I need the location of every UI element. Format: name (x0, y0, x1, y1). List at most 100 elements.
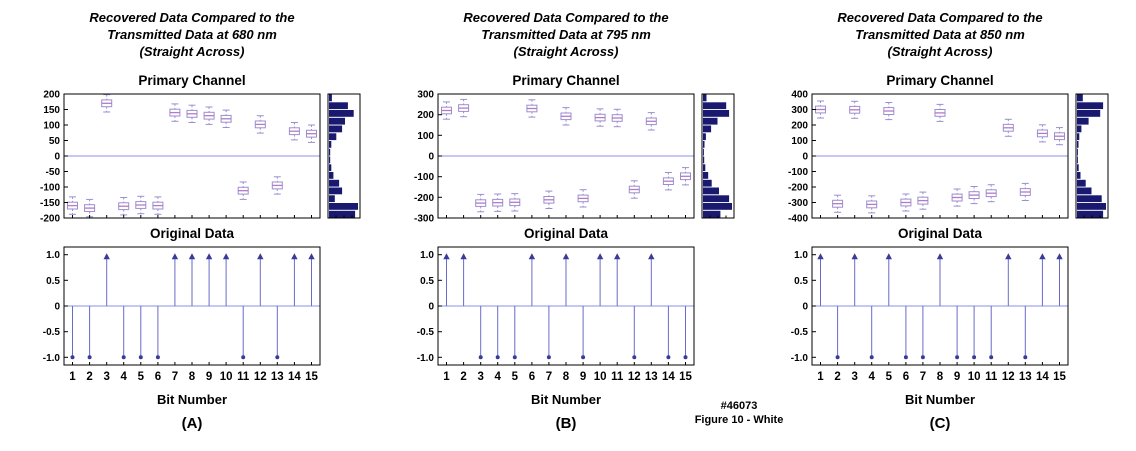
boxplot-row: 300 200 100 0 -100 -200 -300 (380, 89, 754, 223)
svg-text:15: 15 (1053, 371, 1066, 383)
svg-text:3: 3 (851, 371, 857, 383)
svg-text:0.5: 0.5 (46, 275, 60, 286)
svg-text:5: 5 (138, 371, 145, 383)
svg-text:9: 9 (206, 371, 212, 383)
stem-chart: 1 2 3 4 5 6 7 8 9 10 11 12 13 14 151.00.50-0.5-1.0 (417, 246, 695, 383)
svg-text:0.5: 0.5 (794, 275, 808, 286)
boxplot-chart: 300 200 100 0 -100 -200 -300 (414, 89, 695, 223)
panel-letter: (C) (929, 414, 951, 432)
svg-text:-300: -300 (414, 213, 434, 223)
svg-text:-1.0: -1.0 (791, 352, 809, 363)
histogram-chart (327, 93, 361, 219)
svg-text:200: 200 (791, 120, 808, 131)
svg-text:14: 14 (1036, 371, 1049, 383)
svg-text:12: 12 (1002, 371, 1015, 383)
svg-text:2: 2 (86, 371, 92, 383)
svg-text:-1.0: -1.0 (417, 352, 435, 363)
svg-text:6: 6 (903, 371, 909, 383)
stem-chart: 1 2 3 4 5 6 7 8 9 10 11 12 13 14 151.00.50-0.5-1.0 (43, 246, 321, 383)
svg-text:200: 200 (43, 89, 60, 100)
original-data-title: Original Data (149, 225, 235, 241)
svg-text:8: 8 (937, 371, 944, 383)
svg-text:14: 14 (662, 371, 675, 383)
panel-c: Recovered Data Compared to the Transmitt… (754, 8, 1128, 432)
svg-text:100: 100 (791, 136, 808, 147)
svg-text:1.0: 1.0 (794, 250, 808, 261)
svg-text:2: 2 (834, 371, 840, 383)
svg-text:5: 5 (512, 371, 519, 383)
svg-text:0: 0 (428, 301, 434, 312)
svg-text:1: 1 (817, 371, 824, 383)
svg-text:-0.5: -0.5 (43, 327, 61, 338)
panel-a: Recovered Data Compared to the Transmitt… (6, 8, 380, 432)
svg-text:2: 2 (460, 371, 466, 383)
svg-text:0.5: 0.5 (420, 275, 434, 286)
svg-text:7: 7 (920, 371, 926, 383)
svg-text:-0.5: -0.5 (791, 327, 809, 338)
boxplot-chart: 200 150 100 50 0 -50 -100 -150 -200 (40, 89, 321, 223)
svg-text:10: 10 (220, 371, 233, 383)
svg-text:-150: -150 (40, 198, 60, 209)
svg-text:10: 10 (594, 371, 607, 383)
original-data-title: Original Data (523, 225, 609, 241)
svg-text:13: 13 (645, 371, 658, 383)
panel-title: Recovered Data Compared to the Transmitt… (837, 10, 1043, 59)
svg-text:8: 8 (563, 371, 570, 383)
panel-b: Recovered Data Compared to the Transmitt… (380, 8, 754, 432)
svg-text:4: 4 (494, 371, 501, 383)
boxplot-row: 400 300 200 100 0 -100 -200 -300 -400 (754, 89, 1128, 223)
svg-text:200: 200 (417, 110, 434, 121)
svg-text:-100: -100 (788, 167, 808, 178)
svg-text:100: 100 (43, 120, 60, 131)
svg-text:13: 13 (271, 371, 284, 383)
original-data-title: Original Data (897, 225, 983, 241)
svg-text:0: 0 (802, 151, 808, 162)
figure-note: #46073 Figure 10 - White (694, 400, 784, 426)
panel-letter: (B) (555, 414, 577, 432)
svg-text:-200: -200 (414, 192, 434, 203)
svg-text:-200: -200 (40, 213, 60, 223)
svg-text:12: 12 (628, 371, 641, 383)
svg-text:9: 9 (954, 371, 960, 383)
svg-text:0: 0 (802, 301, 808, 312)
boxplot-chart: 400 300 200 100 0 -100 -200 -300 -400 (788, 89, 1069, 223)
svg-text:7: 7 (546, 371, 552, 383)
panel-letter: (A) (181, 414, 203, 432)
bit-number-label: Bit Number (530, 391, 602, 407)
svg-text:0: 0 (428, 151, 434, 162)
svg-text:9: 9 (580, 371, 586, 383)
svg-text:1: 1 (69, 371, 76, 383)
svg-text:6: 6 (529, 371, 535, 383)
svg-text:3: 3 (477, 371, 483, 383)
svg-text:400: 400 (791, 89, 808, 100)
svg-text:7: 7 (172, 371, 178, 383)
svg-text:15: 15 (679, 371, 692, 383)
bit-number-label: Bit Number (904, 391, 976, 407)
panel-title: Recovered Data Compared to the Transmitt… (463, 10, 669, 59)
svg-text:13: 13 (1019, 371, 1032, 383)
svg-text:0: 0 (54, 301, 60, 312)
svg-text:-300: -300 (788, 198, 808, 209)
panel-title: Recovered Data Compared to the Transmitt… (89, 10, 295, 59)
svg-text:-400: -400 (788, 213, 808, 223)
svg-text:150: 150 (43, 105, 60, 116)
svg-text:-50: -50 (46, 167, 61, 178)
svg-text:0: 0 (54, 151, 60, 162)
svg-text:100: 100 (417, 130, 434, 141)
svg-text:3: 3 (103, 371, 109, 383)
svg-text:12: 12 (254, 371, 267, 383)
svg-text:-100: -100 (40, 182, 60, 193)
primary-channel-title: Primary Channel (886, 72, 994, 88)
svg-text:300: 300 (417, 89, 434, 100)
svg-text:10: 10 (968, 371, 981, 383)
svg-text:11: 11 (985, 371, 998, 383)
histogram-chart (1075, 93, 1109, 219)
svg-text:-1.0: -1.0 (43, 352, 61, 363)
boxplot-row: 200 150 100 50 0 -50 -100 -150 -200 (6, 89, 380, 223)
svg-text:1.0: 1.0 (420, 250, 434, 261)
svg-text:-0.5: -0.5 (417, 327, 435, 338)
svg-text:11: 11 (611, 371, 624, 383)
svg-text:50: 50 (49, 136, 61, 147)
primary-channel-title: Primary Channel (512, 72, 620, 88)
svg-text:14: 14 (288, 371, 301, 383)
